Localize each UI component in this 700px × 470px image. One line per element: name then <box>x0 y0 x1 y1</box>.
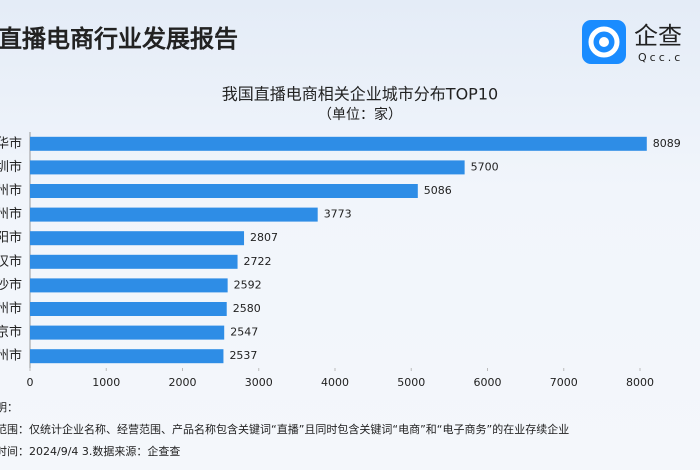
value-label: 5086 <box>424 184 452 197</box>
y-tick-label: 京市 <box>0 324 22 340</box>
logo-dot <box>599 37 609 47</box>
bar <box>30 349 224 364</box>
bar <box>30 254 238 269</box>
y-tick-label: 汉市 <box>0 253 22 269</box>
bar <box>30 278 228 293</box>
x-tick-label: 8000 <box>626 376 654 389</box>
y-tick-label: 州市 <box>0 183 22 199</box>
footer-line: 明： <box>0 401 18 414</box>
y-tick-label: 州市 <box>0 348 22 364</box>
footer-line: 时间：2024/9/4 3.数据来源：企查查 <box>0 444 180 458</box>
logo-name: 企查 <box>634 22 682 50</box>
logo-ring <box>588 26 620 58</box>
bar <box>30 160 465 175</box>
value-label: 2537 <box>229 349 257 362</box>
x-tick-label: 0 <box>27 376 34 389</box>
chart-subtitle: （单位：家） <box>318 106 402 123</box>
x-tick-label: 6000 <box>474 376 502 389</box>
y-tick-label: 州市 <box>0 301 22 317</box>
x-tick-label: 3000 <box>245 376 273 389</box>
x-tick-label: 2000 <box>169 376 197 389</box>
bar <box>30 207 318 222</box>
bar <box>30 302 227 316</box>
bar <box>30 231 245 246</box>
bar <box>30 325 225 340</box>
x-tick-label: 1000 <box>92 376 120 389</box>
x-tick-label: 5000 <box>397 376 425 389</box>
value-label: 2722 <box>244 255 272 268</box>
bar <box>30 184 418 198</box>
bar <box>30 136 647 151</box>
value-label: 2580 <box>233 302 261 315</box>
y-tick-label: 阳市 <box>0 230 22 246</box>
x-tick-label: 7000 <box>550 376 578 389</box>
y-tick-label: 沙市 <box>0 277 22 293</box>
logo-domain: Qcc.c <box>638 51 683 64</box>
report-title: 直播电商行业发展报告 <box>0 25 238 53</box>
value-label: 8089 <box>653 137 681 150</box>
value-label: 3773 <box>324 208 352 221</box>
value-label: 2807 <box>250 231 278 244</box>
footer-line: 范围：仅统计企业名称、经营范围、产品名称包含关键词“直播”且同时包含关键词“电商… <box>0 422 569 436</box>
y-tick-label: 圳市 <box>0 159 22 175</box>
y-tick-label: 州市 <box>0 206 22 222</box>
value-label: 2547 <box>230 326 258 339</box>
chart-title: 我国直播电商相关企业城市分布TOP10 <box>222 85 498 104</box>
y-tick-label: 华市 <box>0 135 22 151</box>
value-label: 5700 <box>471 160 499 173</box>
value-label: 2592 <box>234 278 262 291</box>
x-tick-label: 4000 <box>321 376 349 389</box>
